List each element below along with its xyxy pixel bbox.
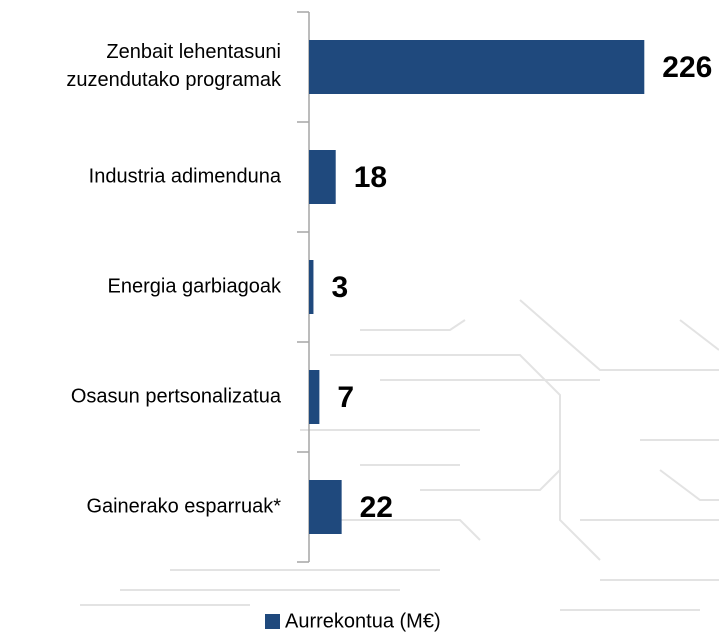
legend-swatch xyxy=(265,614,280,629)
bar xyxy=(309,370,320,424)
background-decoration xyxy=(80,299,719,611)
value-label: 7 xyxy=(337,381,354,414)
category-label: Energia garbiagoak xyxy=(108,275,282,297)
category-label: Industria adimenduna xyxy=(89,165,282,187)
bar xyxy=(309,480,342,534)
category-label: Gainerako esparruak* xyxy=(86,495,281,517)
category-label: Osasun pertsonalizatua xyxy=(71,385,282,407)
bar xyxy=(309,40,645,94)
legend-label: Aurrekontua (M€) xyxy=(285,610,441,632)
value-label: 22 xyxy=(360,491,393,524)
value-label: 3 xyxy=(331,271,348,304)
value-label: 18 xyxy=(354,161,387,194)
value-label: 226 xyxy=(662,51,712,84)
bar xyxy=(309,150,336,204)
category-label: Zenbait lehentasuni zuzendutako programak xyxy=(66,41,282,91)
bar xyxy=(309,260,314,314)
